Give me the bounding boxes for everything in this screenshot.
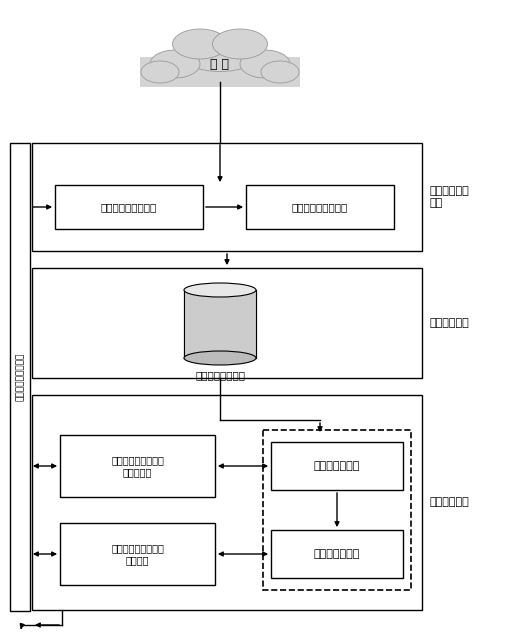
Ellipse shape bbox=[184, 351, 256, 365]
Bar bbox=[10, 143, 30, 611]
Text: 社团结构挖掘与可视
化子单元: 社团结构挖掘与可视 化子单元 bbox=[111, 543, 164, 565]
Bar bbox=[32, 268, 422, 378]
Text: 应用分析模块: 应用分析模块 bbox=[430, 497, 470, 508]
Text: 话题活跃度分析与可
视化子单元: 话题活跃度分析与可 视化子单元 bbox=[111, 455, 164, 477]
Ellipse shape bbox=[172, 29, 227, 59]
Ellipse shape bbox=[212, 29, 267, 59]
Bar bbox=[55, 185, 203, 229]
Bar bbox=[60, 523, 215, 585]
Bar bbox=[246, 185, 394, 229]
Text: 归一化网页数据库: 归一化网页数据库 bbox=[195, 370, 245, 380]
Ellipse shape bbox=[261, 61, 299, 83]
Bar bbox=[32, 395, 422, 610]
Ellipse shape bbox=[184, 283, 256, 297]
Text: 网页数据归一子单元: 网页数据归一子单元 bbox=[292, 202, 348, 212]
Ellipse shape bbox=[141, 61, 179, 83]
Text: 网 络: 网 络 bbox=[211, 59, 229, 71]
Bar bbox=[184, 290, 256, 358]
Text: 网络数据爬取子单元: 网络数据爬取子单元 bbox=[101, 202, 157, 212]
Text: 网页聚类子单元: 网页聚类子单元 bbox=[314, 461, 360, 471]
Ellipse shape bbox=[180, 36, 260, 71]
Text: 用户交互与展示模块: 用户交互与展示模块 bbox=[16, 353, 24, 401]
Bar bbox=[60, 435, 215, 497]
Ellipse shape bbox=[150, 50, 200, 78]
Bar bbox=[271, 442, 403, 490]
Bar bbox=[263, 430, 411, 590]
Text: 热点挖掘子单元: 热点挖掘子单元 bbox=[314, 549, 360, 559]
Text: 数据存储模块: 数据存储模块 bbox=[430, 318, 470, 328]
Ellipse shape bbox=[240, 50, 290, 78]
Bar bbox=[32, 143, 422, 251]
Bar bbox=[140, 57, 300, 87]
Text: 数据获取归一
模块: 数据获取归一 模块 bbox=[430, 186, 470, 208]
Bar bbox=[271, 530, 403, 578]
